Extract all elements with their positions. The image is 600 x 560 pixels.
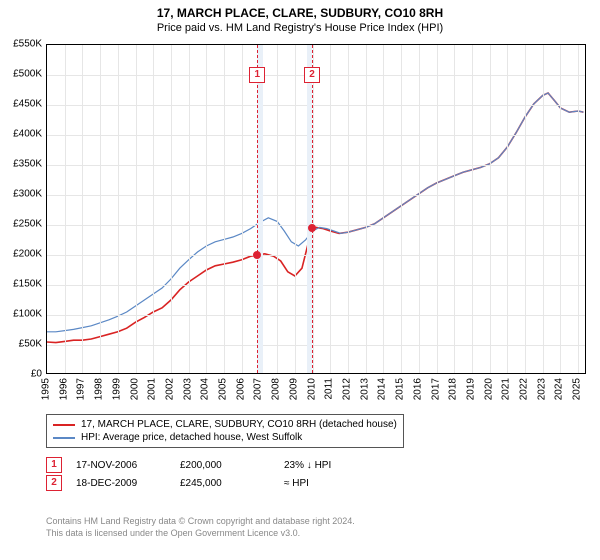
transaction-date: 17-NOV-2006 [76, 460, 166, 471]
event-dot [308, 224, 316, 232]
x-axis-label: 2023 [536, 378, 547, 400]
legend-label: 17, MARCH PLACE, CLARE, SUDBURY, CO10 8R… [81, 419, 397, 430]
y-axis-label: £200K [6, 249, 42, 260]
chart-title: 17, MARCH PLACE, CLARE, SUDBURY, CO10 8R… [0, 0, 600, 20]
footer-line-2: This data is licensed under the Open Gov… [46, 528, 355, 540]
series-blue [47, 93, 583, 332]
x-axis-label: 2000 [129, 378, 140, 400]
transactions-table: 1 17-NOV-2006 £200,000 23% ↓ HPI 2 18-DEC-200… [46, 456, 374, 492]
event-line [257, 45, 258, 373]
x-axis-label: 1998 [94, 378, 105, 400]
chart-legend: 17, MARCH PLACE, CLARE, SUDBURY, CO10 8R… [46, 414, 404, 448]
x-axis-label: 2025 [572, 378, 583, 400]
event-line [312, 45, 313, 373]
y-axis-label: £50K [6, 339, 42, 350]
x-axis-label: 2008 [271, 378, 282, 400]
x-axis-label: 2016 [412, 378, 423, 400]
x-axis-label: 2017 [430, 378, 441, 400]
transaction-hpi-delta: ≈ HPI [284, 478, 374, 489]
y-axis-label: £500K [6, 69, 42, 80]
x-axis-label: 2014 [377, 378, 388, 400]
x-axis-label: 2004 [200, 378, 211, 400]
legend-swatch [53, 437, 75, 439]
x-axis-label: 2024 [554, 378, 565, 400]
x-axis-label: 2013 [359, 378, 370, 400]
chart-plot-area: 12 [46, 44, 586, 374]
chart-subtitle: Price paid vs. HM Land Registry's House … [0, 20, 600, 38]
x-axis-label: 2019 [465, 378, 476, 400]
y-axis-label: £350K [6, 159, 42, 170]
transaction-marker: 2 [46, 475, 62, 491]
x-axis-label: 2018 [448, 378, 459, 400]
series-red [47, 93, 583, 343]
x-axis-label: 2006 [235, 378, 246, 400]
x-axis-label: 1996 [58, 378, 69, 400]
x-axis-label: 2002 [164, 378, 175, 400]
legend-label: HPI: Average price, detached house, West… [81, 432, 302, 443]
chart-footer: Contains HM Land Registry data © Crown c… [46, 516, 355, 539]
y-axis-label: £150K [6, 279, 42, 290]
x-axis-label: 2021 [501, 378, 512, 400]
transaction-row: 2 18-DEC-2009 £245,000 ≈ HPI [46, 474, 374, 492]
y-axis-label: £250K [6, 219, 42, 230]
y-axis-label: £400K [6, 129, 42, 140]
x-axis-label: 2012 [341, 378, 352, 400]
transaction-hpi-delta: 23% ↓ HPI [284, 460, 374, 471]
transaction-row: 1 17-NOV-2006 £200,000 23% ↓ HPI [46, 456, 374, 474]
transaction-date: 18-DEC-2009 [76, 478, 166, 489]
event-dot [253, 251, 261, 259]
y-axis-label: £300K [6, 189, 42, 200]
y-axis-label: £0 [6, 369, 42, 380]
x-axis-label: 2007 [253, 378, 264, 400]
x-axis-label: 1997 [76, 378, 87, 400]
x-axis-label: 2005 [218, 378, 229, 400]
x-axis-label: 2003 [182, 378, 193, 400]
x-axis-label: 2010 [306, 378, 317, 400]
transaction-marker: 1 [46, 457, 62, 473]
x-axis-label: 1995 [41, 378, 52, 400]
event-marker: 1 [249, 67, 265, 83]
chart-lines-svg [47, 45, 587, 375]
y-axis-label: £450K [6, 99, 42, 110]
event-marker: 2 [304, 67, 320, 83]
x-axis-label: 1999 [111, 378, 122, 400]
x-axis-label: 2011 [324, 378, 335, 400]
transaction-price: £245,000 [180, 478, 270, 489]
y-axis-label: £100K [6, 309, 42, 320]
x-axis-label: 2022 [519, 378, 530, 400]
y-axis-label: £550K [6, 39, 42, 50]
transaction-price: £200,000 [180, 460, 270, 471]
x-axis-label: 2020 [483, 378, 494, 400]
x-axis-label: 2015 [395, 378, 406, 400]
legend-item: 17, MARCH PLACE, CLARE, SUDBURY, CO10 8R… [53, 418, 397, 431]
x-axis-label: 2009 [288, 378, 299, 400]
legend-item: HPI: Average price, detached house, West… [53, 431, 397, 444]
footer-line-1: Contains HM Land Registry data © Crown c… [46, 516, 355, 528]
x-axis-label: 2001 [147, 378, 158, 400]
legend-swatch [53, 424, 75, 426]
